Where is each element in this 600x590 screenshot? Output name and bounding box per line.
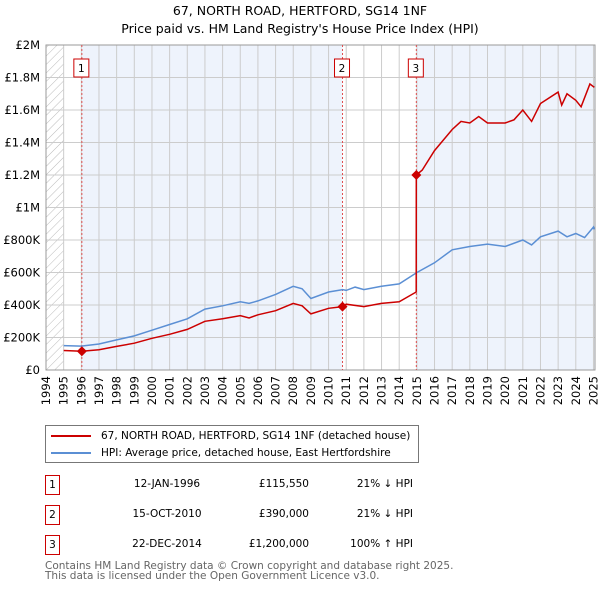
legend-label: HPI: Average price, detached house, East… bbox=[101, 447, 391, 459]
x-tick-label: 2010 bbox=[322, 376, 336, 405]
x-tick-label: 2009 bbox=[304, 376, 318, 405]
legend-item-hpi: HPI: Average price, detached house, East… bbox=[51, 447, 391, 459]
x-tick-label: 2014 bbox=[392, 376, 406, 405]
y-tick-label: £1M bbox=[15, 201, 40, 215]
sale-label: 1 bbox=[78, 63, 85, 75]
y-tick-label: £1.4M bbox=[4, 136, 40, 150]
plot-area: £0 £200K £400K £600K £800K £1M £1.2M £1.4M £1.6M… bbox=[3, 38, 600, 405]
footer-copyright: Contains HM Land Registry data © Crown c… bbox=[45, 560, 454, 572]
sale-hpi-diff: 100% ↑ HPI bbox=[350, 538, 413, 550]
x-tick-label: 2012 bbox=[357, 376, 371, 405]
legend-label: 67, NORTH ROAD, HERTFORD, SG14 1NF (deta… bbox=[101, 430, 411, 442]
sale-hpi-diff: 21% ↓ HPI bbox=[356, 478, 413, 490]
x-tick-label: 2024 bbox=[569, 376, 583, 405]
y-tick-label: £1.6M bbox=[4, 103, 40, 117]
table-row: 2 15-OCT-2010 £390,000 21% ↓ HPI bbox=[45, 505, 465, 525]
sale-label-box bbox=[73, 58, 90, 78]
x-tick-label: 2016 bbox=[428, 376, 442, 405]
x-tick-label: 2005 bbox=[233, 376, 247, 405]
x-tick-label: 2019 bbox=[481, 376, 495, 405]
sale-point bbox=[337, 301, 348, 312]
table-row: 3 22-DEC-2014 £1,200,000 100% ↑ HPI bbox=[45, 535, 465, 555]
price-paid-line bbox=[63, 82, 595, 352]
x-tick-label: 2021 bbox=[516, 376, 530, 405]
x-tick-label: 1998 bbox=[110, 376, 124, 405]
y-tick-label: £800K bbox=[3, 233, 40, 247]
y-tick-label: £1.2M bbox=[4, 168, 40, 182]
x-tick-label: 2006 bbox=[251, 376, 265, 405]
x-tick-label: 2020 bbox=[498, 376, 512, 405]
x-tick-label: 2002 bbox=[180, 376, 194, 405]
x-tick-label: 2004 bbox=[216, 376, 230, 405]
x-tick-label: 1994 bbox=[39, 376, 53, 405]
sale-point bbox=[411, 170, 422, 180]
x-tick-label: 1999 bbox=[127, 376, 141, 405]
x-tick-label: 1996 bbox=[74, 376, 88, 405]
footer-licence: This data is licensed under the Open Gov… bbox=[45, 570, 380, 582]
x-tick-label: 2013 bbox=[375, 376, 389, 405]
x-tick-label: 2023 bbox=[551, 376, 565, 405]
x-tick-label: 1997 bbox=[92, 376, 106, 405]
x-tick-label: 2017 bbox=[445, 376, 459, 405]
sale-label-box bbox=[334, 58, 351, 78]
sale-label: 3 bbox=[412, 63, 419, 75]
x-tick-label: 2022 bbox=[533, 376, 547, 405]
sale-date: 12-JAN-1996 bbox=[133, 478, 201, 490]
x-tick-label: 2008 bbox=[286, 376, 300, 405]
plot-border bbox=[45, 44, 596, 371]
sale-label-box bbox=[407, 58, 424, 78]
sale-price: £115,550 bbox=[258, 478, 309, 490]
chart-title: 67, NORTH ROAD, HERTFORD, SG14 1NF bbox=[172, 3, 428, 18]
y-tick-label: £400K bbox=[3, 298, 40, 312]
x-tick-label: 2000 bbox=[145, 376, 159, 405]
sale-hpi-diff: 21% ↓ HPI bbox=[356, 508, 413, 520]
legend: 67, NORTH ROAD, HERTFORD, SG14 1NF (deta… bbox=[45, 425, 419, 463]
chart-subtitle: Price paid vs. HM Land Registry's House … bbox=[121, 21, 479, 36]
y-tick-label: £0 bbox=[25, 363, 40, 377]
x-tick-label: 2025 bbox=[586, 376, 600, 405]
sale-point bbox=[76, 346, 87, 357]
y-tick-label: £200K bbox=[3, 331, 40, 345]
legend-swatch-red bbox=[51, 435, 91, 437]
x-tick-label: 2007 bbox=[269, 376, 283, 405]
sale-label: 2 bbox=[339, 63, 346, 75]
x-tick-label: 2011 bbox=[339, 376, 353, 405]
sale-date: 15-OCT-2010 bbox=[132, 508, 202, 520]
sale-marker-label: 3 bbox=[45, 535, 60, 555]
y-tick-label: £1.8M bbox=[4, 71, 40, 85]
x-tick-label: 2018 bbox=[463, 376, 477, 405]
sale-marker-label: 2 bbox=[45, 505, 60, 525]
sale-price: £390,000 bbox=[258, 508, 309, 520]
x-tick-label: 2003 bbox=[198, 376, 212, 405]
sale-date: 22-DEC-2014 bbox=[132, 538, 202, 550]
legend-item-price: 67, NORTH ROAD, HERTFORD, SG14 1NF (deta… bbox=[51, 430, 410, 442]
sale-marker-label: 1 bbox=[45, 475, 60, 495]
hpi-line bbox=[63, 225, 596, 347]
y-tick-label: £2M bbox=[15, 38, 40, 52]
x-tick-label: 2015 bbox=[410, 376, 424, 405]
legend-swatch-blue bbox=[51, 452, 91, 454]
x-tick-label: 2001 bbox=[163, 376, 177, 405]
x-tick-label: 1995 bbox=[57, 376, 71, 405]
table-row: 1 12-JAN-1996 £115,550 21% ↓ HPI bbox=[45, 475, 465, 495]
sale-price: £1,200,000 bbox=[248, 538, 309, 550]
y-tick-label: £600K bbox=[3, 266, 40, 280]
